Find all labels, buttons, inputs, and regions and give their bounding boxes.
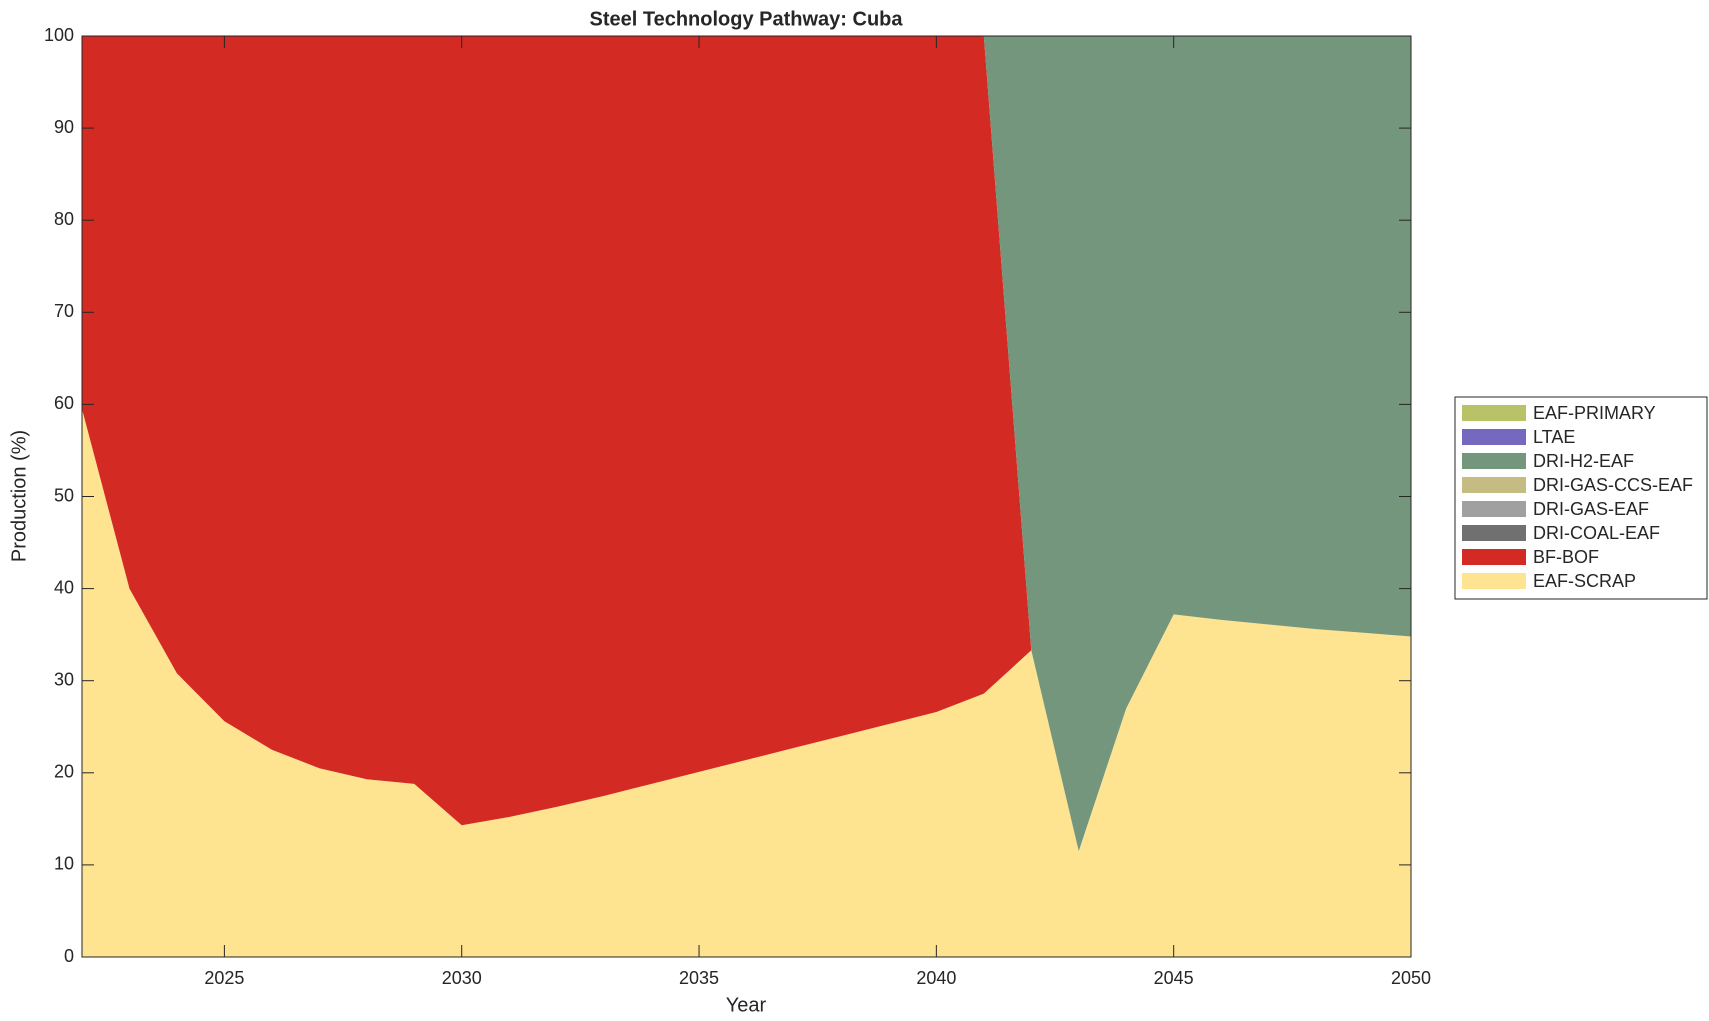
y-tick-label: 70 bbox=[54, 301, 74, 321]
x-tick-label: 2025 bbox=[204, 968, 244, 988]
y-tick-label: 60 bbox=[54, 393, 74, 413]
legend-swatch bbox=[1462, 501, 1526, 517]
y-tick-label: 0 bbox=[64, 946, 74, 966]
legend-label: BF-BOF bbox=[1533, 547, 1599, 567]
x-tick-label: 2030 bbox=[442, 968, 482, 988]
y-tick-label: 20 bbox=[54, 762, 74, 782]
y-tick-label: 90 bbox=[54, 117, 74, 137]
x-tick-label: 2045 bbox=[1154, 968, 1194, 988]
x-tick-label: 2050 bbox=[1391, 968, 1431, 988]
legend-label: DRI-GAS-EAF bbox=[1533, 499, 1649, 519]
legend-label: EAF-SCRAP bbox=[1533, 571, 1636, 591]
y-tick-label: 50 bbox=[54, 485, 74, 505]
area bbox=[82, 36, 1411, 852]
legend-swatch bbox=[1462, 477, 1526, 493]
legend-swatch bbox=[1462, 453, 1526, 469]
legend-label: DRI-H2-EAF bbox=[1533, 451, 1634, 471]
x-tick-label: 2035 bbox=[679, 968, 719, 988]
y-tick-label: 40 bbox=[54, 577, 74, 597]
y-tick-label: 80 bbox=[54, 209, 74, 229]
legend-swatch bbox=[1462, 429, 1526, 445]
legend-swatch bbox=[1462, 573, 1526, 589]
legend-label: DRI-COAL-EAF bbox=[1533, 523, 1660, 543]
y-tick-label: 100 bbox=[44, 25, 74, 45]
legend-swatch bbox=[1462, 405, 1526, 421]
y-tick-label: 30 bbox=[54, 669, 74, 689]
y-axis-label: Production (%) bbox=[8, 430, 30, 562]
x-axis-label: Year bbox=[726, 994, 767, 1016]
chart-title: Steel Technology Pathway: Cuba bbox=[589, 8, 903, 30]
legend-label: LTAE bbox=[1533, 427, 1575, 447]
legend-swatch bbox=[1462, 549, 1526, 565]
area bbox=[82, 36, 1411, 852]
x-tick-label: 2040 bbox=[916, 968, 956, 988]
legend-label: DRI-GAS-CCS-EAF bbox=[1533, 475, 1693, 495]
y-tick-label: 10 bbox=[54, 854, 74, 874]
legend-swatch bbox=[1462, 525, 1526, 541]
legend-label: EAF-PRIMARY bbox=[1533, 403, 1656, 423]
area bbox=[82, 409, 1411, 957]
